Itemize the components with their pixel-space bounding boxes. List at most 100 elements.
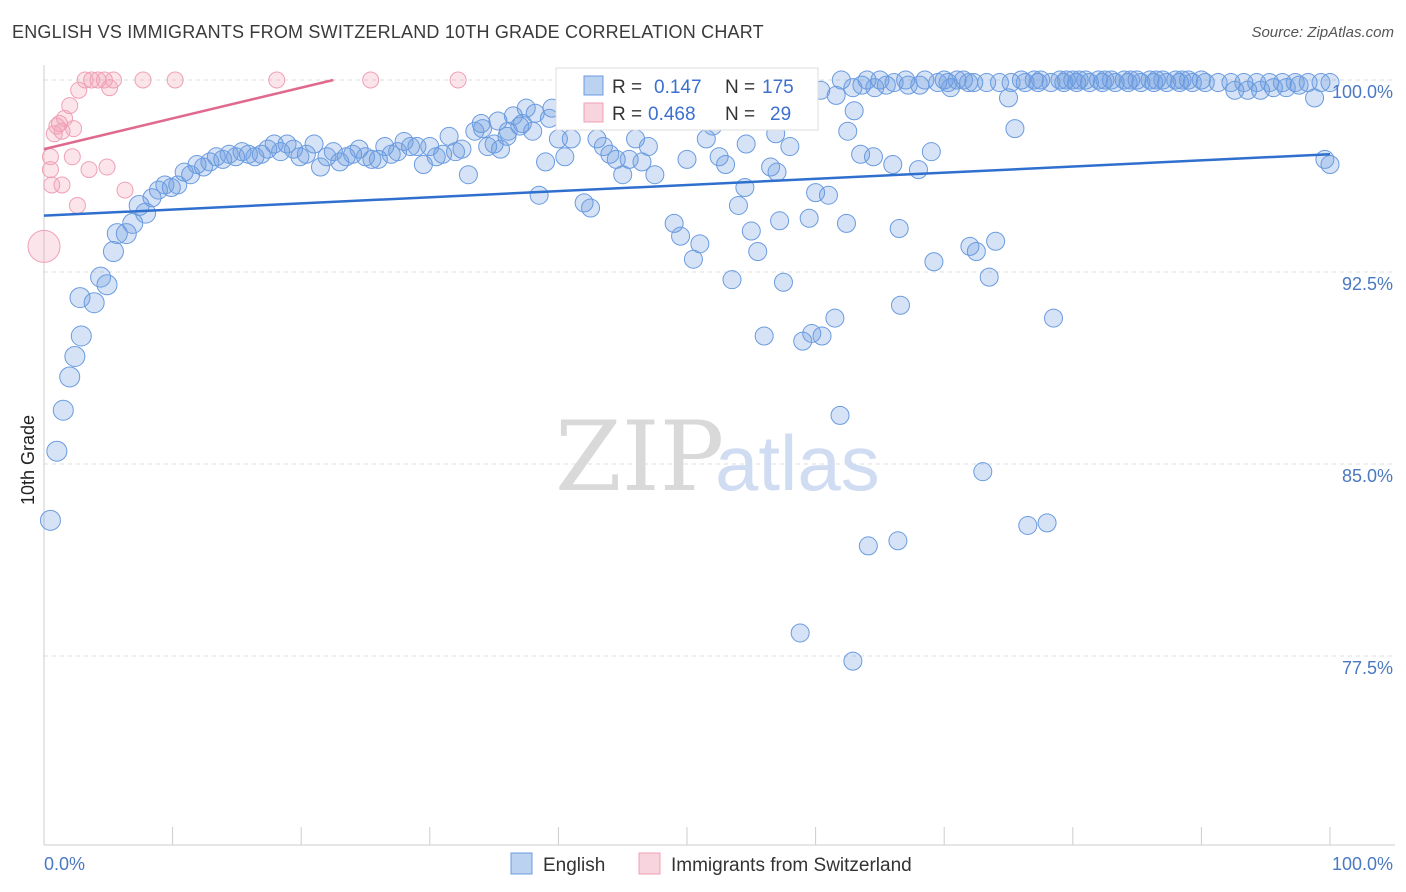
english-point: [865, 78, 885, 98]
english-point: [142, 188, 162, 208]
english-point: [529, 185, 549, 205]
english-point: [858, 536, 878, 556]
english-point: [375, 137, 395, 157]
stat-n-value-english: 175: [762, 77, 794, 98]
english-point: [488, 111, 508, 131]
english-point: [677, 149, 697, 169]
english-point: [770, 211, 790, 231]
english-point: [64, 345, 86, 367]
english-point: [690, 234, 710, 254]
english-point: [1018, 515, 1038, 535]
switzerland-point: [268, 71, 286, 89]
english-point: [277, 134, 297, 154]
english-point: [296, 144, 316, 164]
english-point: [754, 326, 774, 346]
english-point: [362, 149, 382, 169]
english-point: [525, 103, 545, 123]
english-point: [39, 509, 61, 531]
english-point: [1001, 73, 1021, 93]
english-point: [799, 208, 819, 228]
english-point: [671, 226, 691, 246]
english-point: [323, 142, 343, 162]
switzerland-point: [449, 71, 467, 89]
english-point: [115, 223, 137, 245]
english-point: [831, 70, 851, 90]
watermark-zip: ZIP: [555, 401, 724, 513]
x-tick-labels: 0.0% 100.0%: [44, 854, 1393, 874]
switzerland-point: [61, 97, 79, 115]
english-point: [283, 139, 303, 159]
english-trend-line: [43, 152, 1331, 217]
switzerland-point: [27, 229, 61, 263]
english-point: [193, 157, 213, 177]
switzerland-point: [80, 161, 98, 179]
switzerland-point: [134, 71, 152, 89]
stat-r-value-english: 0.147: [654, 77, 702, 98]
english-point: [748, 242, 768, 262]
y-axis-label: 10th Grade: [18, 415, 38, 505]
english-point: [696, 129, 716, 149]
switzerland-point: [41, 161, 59, 179]
switzerland-point: [70, 81, 88, 99]
english-point: [1005, 119, 1025, 139]
english-point: [401, 137, 421, 157]
english-point: [780, 137, 800, 157]
english-point: [890, 295, 910, 315]
switzerland-point: [76, 71, 94, 89]
english-point: [251, 144, 271, 164]
english-point: [986, 231, 1006, 251]
english-point: [59, 366, 81, 388]
english-point: [1305, 88, 1325, 108]
english-point: [884, 73, 904, 93]
legend-label-english: English: [543, 855, 605, 876]
english-point: [790, 623, 810, 643]
english-point: [960, 236, 980, 256]
switzerland-point: [53, 176, 71, 194]
legend: English Immigrants from Switzerland: [510, 852, 912, 876]
stat-n-value-switzerland: 29: [770, 104, 791, 125]
stat-r-value-switzerland: 0.468: [648, 104, 696, 125]
english-point: [938, 73, 958, 93]
english-point: [83, 292, 105, 314]
switzerland-point: [104, 71, 122, 89]
english-point: [728, 195, 748, 215]
english-point: [106, 223, 128, 245]
english-point: [825, 308, 845, 328]
y-tick-labels: 100.0% 92.5% 85.0% 77.5%: [1332, 82, 1393, 678]
stats-box: R = 0.147 N = 175 R = 0.468 N = 29: [555, 67, 819, 131]
english-point: [736, 134, 756, 154]
y-tick-label: 100.0%: [1332, 82, 1393, 102]
english-point: [1225, 80, 1245, 100]
switzerland-point: [166, 71, 184, 89]
stat-r-label-switzerland: R =: [612, 104, 642, 125]
english-point: [883, 154, 903, 174]
english-point: [767, 162, 787, 182]
x-tick-label: 100.0%: [1332, 854, 1393, 874]
english-point: [135, 202, 157, 224]
english-point: [458, 165, 478, 185]
english-point: [349, 139, 369, 159]
english-point: [838, 121, 858, 141]
english-point: [843, 651, 863, 671]
english-point: [844, 101, 864, 121]
english-point: [1320, 73, 1340, 93]
trend-lines: [43, 78, 1331, 217]
switzerland-point: [65, 120, 83, 138]
english-point: [989, 73, 1009, 93]
english-point: [388, 142, 408, 162]
switzerland-point: [116, 181, 134, 199]
english-point: [645, 165, 665, 185]
english-point: [876, 75, 896, 95]
english-point: [96, 274, 118, 296]
english-point: [516, 98, 536, 118]
chart-title: ENGLISH VS IMMIGRANTS FROM SWITZERLAND 1…: [12, 22, 764, 42]
english-point: [593, 137, 613, 157]
english-point: [773, 272, 793, 292]
y-tick-label: 85.0%: [1342, 466, 1393, 486]
english-point: [1044, 308, 1064, 328]
english-point: [973, 462, 993, 482]
english-point: [921, 142, 941, 162]
english-point: [498, 121, 518, 141]
english-point: [888, 531, 908, 551]
english-point: [716, 154, 736, 174]
